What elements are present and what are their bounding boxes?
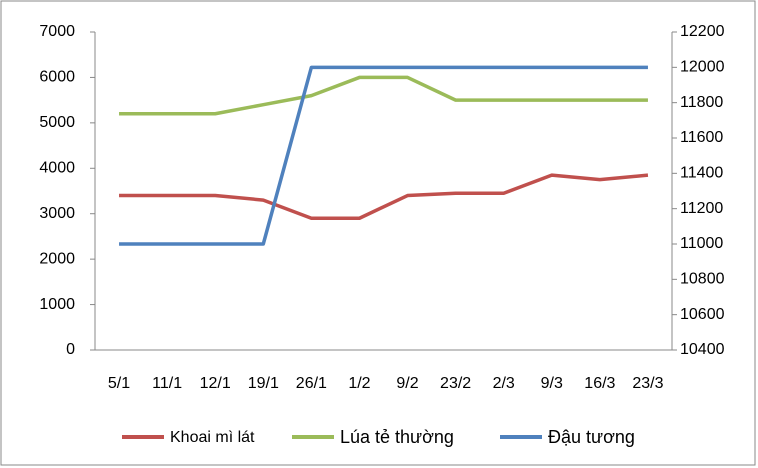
y2-tick-label: 12200 [680,23,725,40]
y2-tick-label: 10800 [680,271,725,288]
y-tick-label: 2000 [39,250,75,267]
x-tick-label: 9/3 [541,375,563,392]
y2-tick-label: 10600 [680,306,725,323]
y2-tick-label: 10400 [680,341,725,358]
x-tick-label: 19/1 [248,375,279,392]
x-tick-label: 11/1 [152,375,182,392]
legend-label: Khoai mì lát [170,429,255,446]
y-tick-label: 0 [66,341,75,358]
y-tick-label: 1000 [39,296,75,313]
x-tick-label: 26/1 [296,375,327,392]
y2-tick-label: 12000 [680,59,725,76]
series-line [119,173,649,221]
y-tick-label: 4000 [39,160,75,177]
x-tick-label: 16/3 [584,375,615,392]
x-tick-label: 9/2 [396,375,418,392]
legend-label: Đậu tương [548,427,635,447]
y2-tick-label: 11000 [680,235,723,252]
y-tick-label: 6000 [39,69,75,86]
y2-tick-label: 11400 [680,165,723,182]
series-line [119,65,648,246]
x-tick-label: 1/2 [348,375,370,392]
series-line [119,75,648,116]
y2-tick-label: 11800 [680,94,723,111]
x-tick-label: 23/3 [632,375,663,392]
y2-tick-label: 11200 [680,200,723,217]
x-tick-label: 5/1 [108,375,130,392]
x-tick-label: 12/1 [200,375,231,392]
y2-tick-label: 11600 [680,129,723,146]
y-tick-label: 7000 [39,23,75,40]
x-tick-label: 2/3 [493,375,515,392]
legend-label: Lúa tẻ thường [340,427,454,447]
y-tick-label: 5000 [39,114,75,131]
y-tick-label: 3000 [39,205,75,222]
x-tick-label: 23/2 [440,375,471,392]
